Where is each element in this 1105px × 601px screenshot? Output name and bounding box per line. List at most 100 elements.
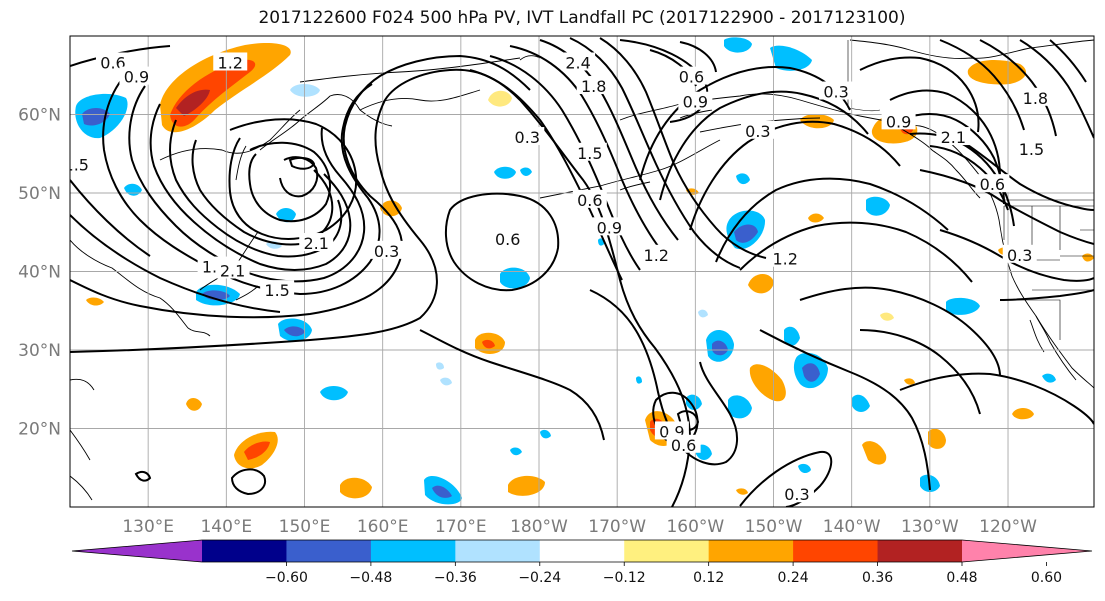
contour-labels: 0.60.91.21.51.82.12.11.50.30.62.41.80.90… (64, 52, 1053, 504)
contour-label-bg (639, 244, 674, 263)
contour-label-bg (740, 120, 775, 139)
contour-2.1-western (191, 139, 334, 246)
longitude-axis: 130°E 140°E 150°E 160°E 170°E 180°W 170°W 160°W… (122, 517, 1037, 537)
contour-label: 1.5 (64, 156, 89, 175)
contour-label: 0.9 (683, 93, 708, 112)
lon-tick-label: 140°E (200, 517, 252, 537)
colorbar-tick-label: 0.60 (1031, 570, 1062, 586)
anomaly-shading (75, 37, 1094, 505)
contour-label: 0.3 (1007, 246, 1032, 265)
contour-label-bg (592, 217, 627, 236)
lon-tick-label: 170°W (588, 517, 646, 537)
contour-label-bg (666, 434, 701, 453)
lon-tick-label: 170°E (435, 517, 487, 537)
contour-0.6-closed (444, 192, 560, 292)
contour-label: 1.2 (644, 246, 669, 265)
contour-label: 1.2 (218, 53, 243, 72)
contour-label: 0.6 (495, 230, 520, 249)
colorbar-tick-label: 0.12 (693, 570, 724, 586)
contour-label-bg (1014, 138, 1049, 157)
contour-label-bg (510, 127, 545, 146)
contour-label: 0.6 (577, 191, 602, 210)
coastlines (70, 39, 1094, 501)
colorbar-tick-label: −0.12 (603, 570, 646, 586)
contour-label-bg (779, 484, 814, 503)
contour-label-bg (260, 280, 295, 299)
colorbar-tick-label: −0.24 (518, 570, 561, 586)
lon-tick-label: 180°W (510, 517, 568, 537)
contour-label-bg (572, 142, 607, 161)
colorbar-segment (877, 540, 963, 562)
contour-label: 0.6 (679, 68, 704, 87)
colorbar-tick-label: 0.48 (946, 570, 977, 586)
contour-label: 0.6 (100, 53, 125, 72)
coastline-okhotsk (159, 109, 301, 161)
contour-label: 0.3 (374, 242, 399, 261)
contour-label: 0.6 (671, 436, 696, 455)
contour-upper-vortex (228, 118, 358, 240)
colorbar-segment (286, 540, 372, 562)
contour-label: 1.5 (577, 144, 602, 163)
contour-label-bg (576, 76, 611, 95)
colorbar-segment (370, 540, 456, 562)
latitude-axis: 20°N 30°N 40°N 50°N 60°N (18, 106, 61, 440)
contour-label-bg (975, 174, 1010, 193)
lon-tick-label: 150°W (745, 517, 803, 537)
coastline-siberia-north (299, 57, 521, 111)
colorbar-tick-label: −0.48 (349, 570, 392, 586)
us-canada-border (847, 40, 1094, 207)
lat-tick-label: 60°N (18, 106, 61, 126)
contour-label: 0.3 (745, 122, 770, 141)
contour-label-bg (768, 248, 803, 267)
lat-tick-label: 50°N (18, 184, 61, 204)
contour-label-bg (95, 52, 130, 71)
lon-tick-label: 160°W (666, 517, 724, 537)
contour-label-bg (678, 91, 713, 110)
map-title: 2017122600 F024 500 hPa PV, IVT Landfall… (258, 8, 906, 28)
contour-label: 0.3 (823, 83, 848, 102)
contour-label-bg (1002, 244, 1037, 263)
lon-tick-label: 140°W (823, 517, 881, 537)
contour-label: 0.3 (784, 485, 809, 504)
contour-label: 1.5 (264, 281, 289, 300)
contour-label: 2.1 (220, 262, 245, 281)
contour-label: 1.8 (1023, 89, 1048, 108)
contour-label-bg (936, 127, 971, 146)
contour-label-bg (215, 260, 250, 279)
contour-label: 2.1 (941, 128, 966, 147)
colorbar-tick-label: −0.36 (434, 570, 477, 586)
contour-1.5-western (149, 103, 352, 271)
colorbar-segment (793, 540, 879, 562)
contour-label-bg (881, 111, 916, 130)
contour-label-bg (572, 189, 607, 208)
contour-label: 1.5 (1019, 140, 1044, 159)
colorbar-segment (708, 540, 794, 562)
colorbar-tick-label: 0.24 (778, 570, 809, 586)
coastline-asia (70, 239, 211, 501)
lat-tick-label: 20°N (18, 420, 61, 440)
colorbar-extend-high (962, 540, 1092, 562)
contour-label-bg (1018, 87, 1053, 106)
lon-tick-label: 160°E (357, 517, 409, 537)
contour-label-bg (561, 52, 596, 71)
lon-tick-label: 130°W (901, 517, 959, 537)
contour-label-bg (674, 66, 709, 85)
contour-label-bg (369, 240, 404, 259)
contour-1.2-western (128, 85, 366, 283)
colorbar: −0.60 −0.48 −0.36 −0.24 −0.12 0.12 0.24 0.36 0.4… (71, 539, 1093, 586)
contour-label: 0.6 (980, 175, 1005, 194)
colorbar-tick-label: 0.36 (862, 570, 893, 586)
contour-label: 0.9 (886, 112, 911, 131)
colorbar-tick-label: −0.60 (265, 570, 308, 586)
lat-tick-label: 30°N (18, 341, 61, 361)
colorbar-segment (539, 540, 625, 562)
pv-contours (70, 37, 1094, 507)
map-area: 0.60.91.21.51.82.12.11.50.30.62.41.80.90… (64, 36, 1094, 507)
contour-label: 1.8 (581, 77, 606, 96)
lon-tick-label: 120°W (979, 517, 1037, 537)
lat-tick-label: 40°N (18, 263, 61, 283)
coastline-arctic (849, 39, 1094, 59)
colorbar-extend-low (72, 540, 202, 562)
lon-tick-label: 150°E (279, 517, 331, 537)
